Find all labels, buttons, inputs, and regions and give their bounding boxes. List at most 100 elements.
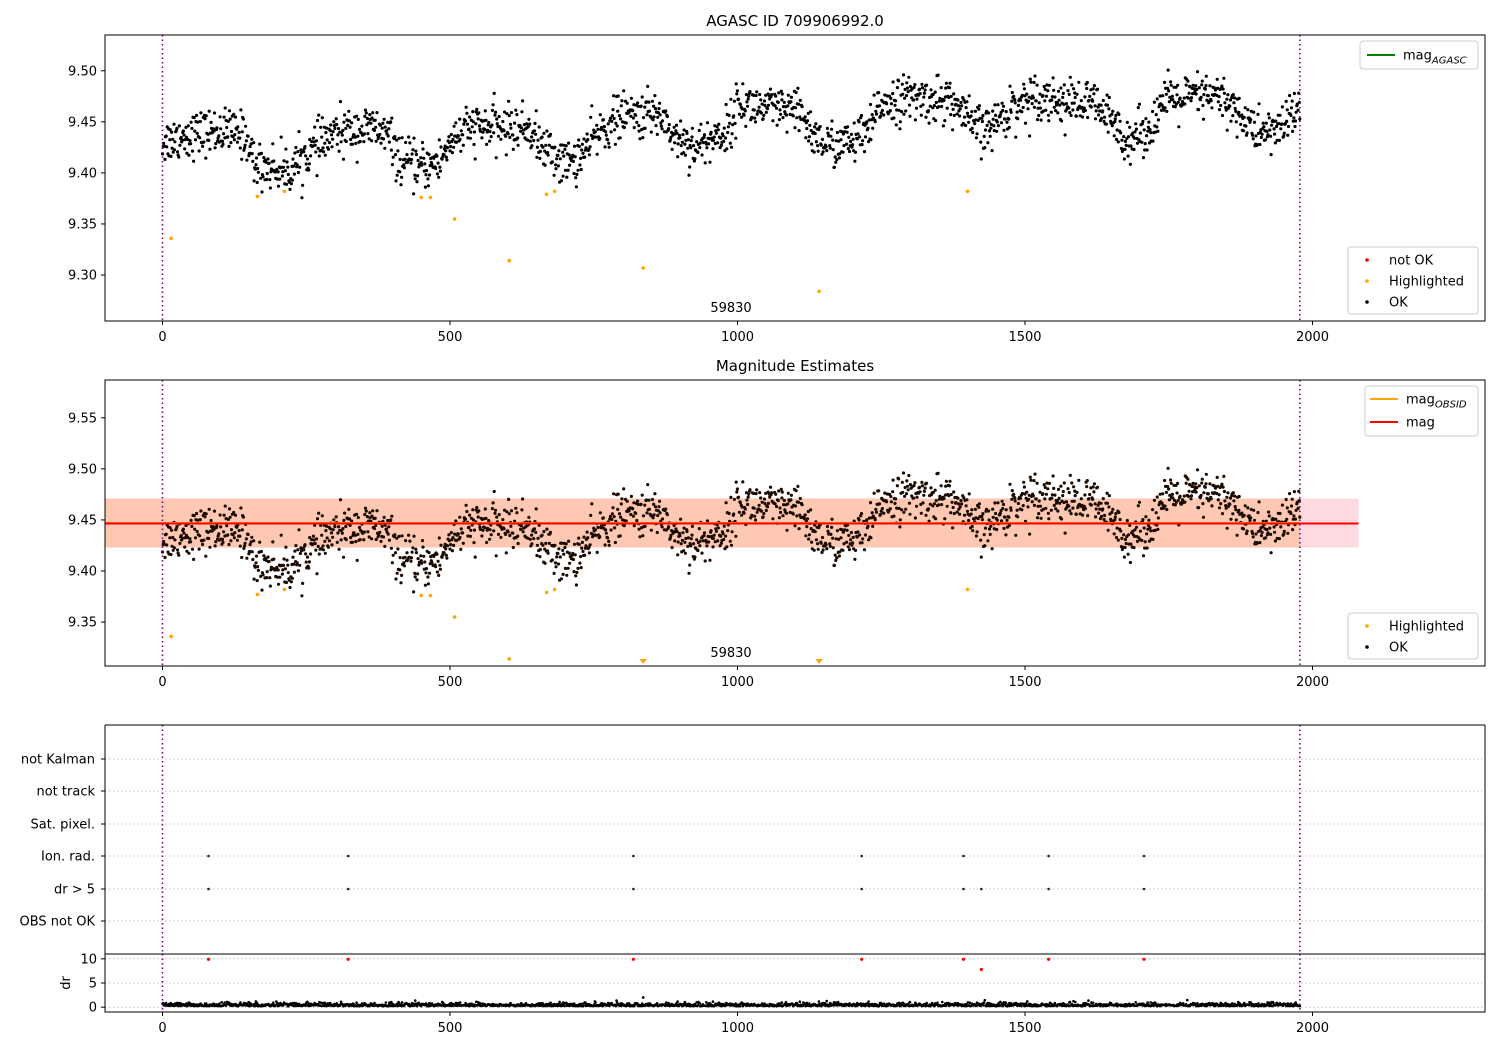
ok-point — [343, 511, 347, 515]
ok-point — [658, 101, 662, 105]
ok-point — [673, 539, 677, 543]
ok-point — [1143, 142, 1147, 146]
ok-point — [746, 502, 750, 507]
ok-point — [350, 121, 354, 125]
ok-point — [1225, 97, 1229, 101]
ok-point — [1254, 532, 1258, 536]
ok-point — [1268, 128, 1272, 132]
ok-point — [1050, 493, 1054, 497]
dr-point — [664, 1001, 668, 1004]
ok-point — [1050, 95, 1054, 99]
ok-point — [226, 517, 230, 522]
ok-point — [363, 114, 367, 118]
flag-point — [1047, 854, 1050, 858]
ok-point — [489, 135, 493, 139]
ok-point — [548, 132, 553, 136]
ok-point — [1220, 482, 1224, 486]
ok-point — [1073, 95, 1077, 100]
ok-point — [468, 513, 472, 517]
ok-point — [580, 546, 584, 550]
ok-point — [557, 547, 561, 551]
ok-point — [995, 518, 999, 522]
highlighted-point — [965, 587, 970, 592]
ok-point — [937, 105, 941, 109]
ok-point — [271, 540, 275, 544]
ok-point — [451, 137, 455, 142]
ok-point — [1111, 507, 1115, 511]
ok-point — [212, 509, 217, 513]
ok-point — [805, 126, 809, 131]
ok-point — [411, 148, 415, 152]
ok-point — [1254, 134, 1258, 138]
ok-point — [379, 539, 383, 544]
ok-point — [1071, 108, 1075, 112]
dr-point — [705, 1001, 708, 1004]
ok-point — [1008, 84, 1012, 88]
ok-point — [775, 123, 779, 127]
ok-point — [389, 546, 393, 550]
ok-point — [686, 544, 690, 549]
ok-point — [949, 511, 953, 515]
agasc-axes-frame — [104, 34, 1486, 322]
ok-point — [619, 515, 623, 519]
ok-point — [1294, 508, 1298, 512]
ok-point — [878, 512, 883, 516]
ok-point — [1142, 526, 1146, 530]
ok-point — [319, 125, 323, 129]
ok-point — [1083, 108, 1087, 113]
ok-point — [1132, 546, 1136, 550]
ok-point — [530, 533, 534, 537]
ok-point — [265, 177, 269, 182]
ok-point — [593, 130, 598, 134]
ok-point — [924, 513, 928, 517]
ok-point — [1175, 93, 1179, 97]
ok-point — [1194, 490, 1198, 494]
ok-point — [653, 94, 657, 98]
ok-point — [1126, 533, 1131, 537]
ok-point — [221, 142, 225, 146]
ok-point — [807, 537, 811, 541]
ok-point — [1164, 92, 1168, 96]
ok-point — [1091, 497, 1095, 501]
ok-point — [1292, 91, 1296, 96]
ok-point — [726, 130, 730, 135]
ok-point — [931, 490, 935, 495]
ok-point — [796, 86, 800, 90]
ok-point — [643, 503, 647, 507]
ok-point — [1007, 125, 1011, 130]
ok-point — [681, 531, 685, 535]
ok-point — [763, 103, 767, 107]
ok-point — [181, 129, 185, 133]
ok-point — [492, 529, 496, 533]
ok-point — [493, 110, 498, 114]
ok-point — [347, 517, 352, 521]
ok-point — [1168, 493, 1172, 497]
ok-point — [818, 125, 822, 129]
ok-point — [403, 157, 407, 161]
ok-point — [240, 130, 244, 134]
ok-point — [1129, 144, 1133, 148]
ok-point — [387, 538, 391, 542]
ok-point — [1156, 129, 1160, 133]
ok-point — [1225, 495, 1229, 499]
ok-point — [1045, 83, 1049, 87]
ok-point — [252, 539, 256, 543]
ok-point — [780, 92, 784, 96]
ok-point — [786, 104, 790, 108]
ok-point — [317, 552, 321, 556]
ok-point — [745, 100, 749, 104]
ok-point — [728, 141, 732, 145]
ok-point — [867, 538, 871, 542]
ok-point — [680, 140, 685, 144]
ok-point — [488, 528, 492, 532]
ok-point — [889, 102, 894, 106]
ok-point — [1189, 497, 1193, 501]
ok-point — [348, 523, 352, 528]
ok-point — [175, 548, 180, 552]
ok-point — [1277, 537, 1281, 541]
ok-point — [866, 524, 870, 529]
legend-marker — [1365, 300, 1369, 304]
ok-point — [788, 112, 792, 116]
ok-point — [1271, 120, 1275, 124]
ok-point — [1102, 517, 1106, 522]
